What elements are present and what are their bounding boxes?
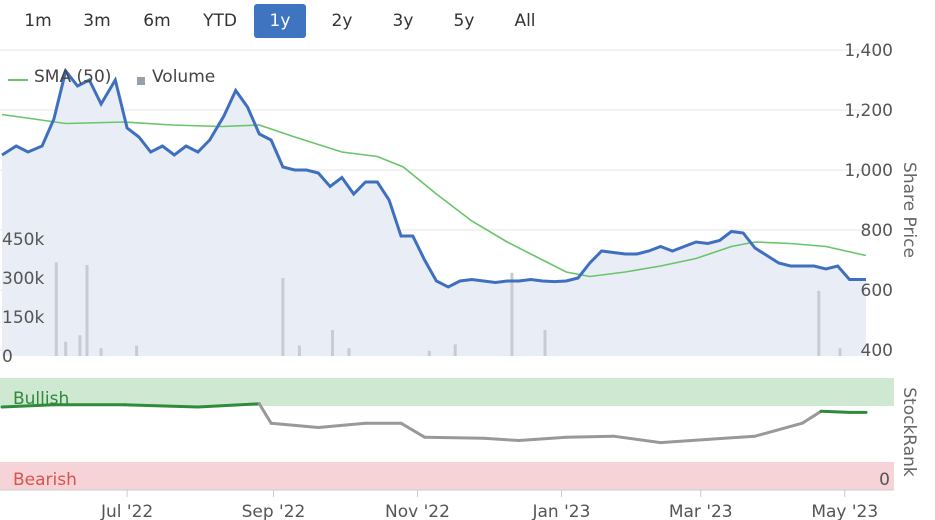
volume-bar (85, 265, 89, 356)
volume-bars (54, 262, 842, 356)
x-tick-label: Sep '22 (242, 502, 306, 520)
volume-tick-label: 450k (2, 230, 44, 250)
range-all[interactable]: All (514, 11, 536, 31)
x-tick-label: Jul '22 (100, 502, 153, 520)
stockrank-segment (196, 402, 261, 409)
x-tick-label: Mar '23 (669, 502, 733, 520)
sma-legend-swatch[interactable] (8, 79, 28, 81)
price-tick-label: 1,400 (844, 41, 893, 61)
price-tick-label: 800 (861, 221, 893, 241)
stockrank-segment (753, 421, 804, 438)
volume-bar (331, 330, 334, 356)
bullish-band (0, 378, 894, 406)
x-tick-label: May '23 (811, 502, 878, 520)
stockrank-segment (399, 421, 427, 439)
x-tick-label: Nov '22 (385, 502, 450, 520)
stockrank-segment (269, 421, 320, 429)
stockrank-segment (819, 409, 851, 414)
stockrank-segment (564, 434, 615, 439)
stockrank-segment (423, 435, 486, 440)
volume-bar (347, 348, 351, 356)
volume-bar (427, 350, 431, 356)
volume-bar (78, 335, 82, 356)
volume-legend-label[interactable]: Volume (152, 67, 216, 87)
stockrank-tick-label: 0 (879, 470, 890, 490)
range-selector: 1m 3m 6m YTD 1y 2y 3y 5y All (0, 2, 560, 38)
volume-bar (543, 330, 547, 356)
volume-bar (838, 348, 842, 356)
stockrank-segment (0, 403, 56, 409)
range-5y[interactable]: 5y (453, 11, 475, 31)
volume-legend-swatch[interactable] (137, 77, 145, 85)
volume-tick-label: 150k (2, 308, 44, 328)
price-tick-label: 1,200 (844, 101, 893, 121)
range-1m[interactable]: 1m (24, 11, 52, 31)
stockrank-line (0, 402, 868, 445)
stockrank-axis-label: StockRank (899, 387, 919, 477)
bearish-label: Bearish (13, 470, 77, 490)
volume-bar (297, 345, 301, 356)
price-tick-label: 1,000 (844, 161, 893, 181)
range-2y[interactable]: 2y (331, 11, 353, 31)
volume-bar (510, 272, 514, 356)
stockrank-segment (123, 403, 200, 409)
range-6m[interactable]: 6m (143, 11, 171, 31)
stockrank-segment (659, 437, 710, 445)
volume-bar (817, 291, 821, 356)
bearish-band (0, 462, 894, 490)
price-line (1, 67, 866, 289)
volume-bar (64, 341, 68, 356)
stockrank-segment (316, 421, 367, 429)
volume-tick-label: 0 (2, 347, 13, 367)
volume-bar (135, 345, 139, 356)
stockrank-segment (482, 436, 521, 442)
stockrank-segment (611, 434, 663, 445)
range-3y[interactable]: 3y (392, 11, 414, 31)
range-1y[interactable]: 1y (254, 4, 306, 38)
stockrank-segment (517, 435, 568, 442)
volume-bar (54, 262, 58, 356)
stockrank-segment (706, 434, 757, 441)
price-tick-label: 400 (861, 341, 893, 361)
volume-tick-label: 300k (2, 269, 44, 289)
price-axis-label: Share Price (899, 162, 919, 258)
volume-bar (281, 278, 285, 356)
volume-bar (99, 348, 103, 356)
sma-legend-label[interactable]: SMA (50) (34, 67, 112, 87)
stockrank-segment (257, 402, 273, 425)
axes-labels: 1,400 1,200 1,000 800 600 400 450k 300k 150k 0 0 Sh… (0, 41, 919, 520)
range-3m[interactable]: 3m (83, 11, 111, 31)
price-tick-label: 600 (861, 281, 893, 301)
volume-bar (453, 344, 457, 356)
range-ytd[interactable]: YTD (203, 11, 237, 31)
sma-line (1, 113, 867, 278)
stockrank-segment (800, 409, 823, 425)
x-tick-label: Jan '23 (532, 502, 591, 520)
price-area (2, 71, 866, 356)
